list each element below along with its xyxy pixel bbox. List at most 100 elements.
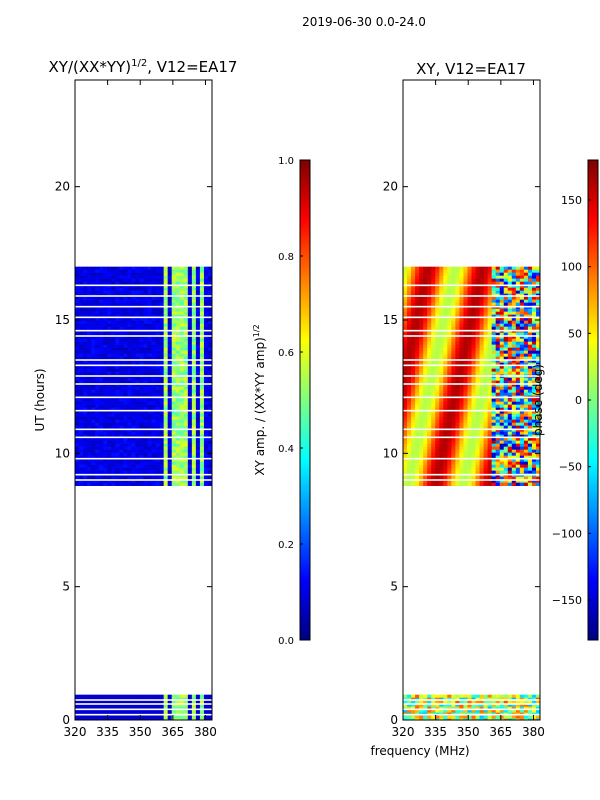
heatmap-cell (467, 350, 472, 354)
heatmap-cell (107, 482, 112, 486)
heatmap-cell (203, 371, 209, 375)
heatmap-cell (527, 359, 533, 363)
heatmap-cell (203, 479, 209, 483)
heatmap-cell (87, 434, 92, 438)
heatmap-cell (455, 709, 460, 713)
heatmap-cell (139, 455, 144, 459)
heatmap-cell (75, 446, 80, 450)
heatmap-cell (499, 377, 505, 381)
heatmap-cell (151, 284, 156, 288)
heatmap-cell (431, 266, 436, 270)
heatmap-cell (415, 401, 420, 405)
heatmap-cell (403, 356, 408, 360)
heatmap-cell (171, 284, 177, 288)
heatmap-cell (455, 272, 460, 276)
heatmap-cell (451, 371, 456, 375)
heatmap-cell (203, 461, 209, 465)
heatmap-cell (203, 362, 209, 366)
heatmap-cell (191, 368, 197, 372)
heatmap-cell (131, 284, 136, 288)
heatmap-cell (147, 476, 152, 480)
heatmap-cell (131, 461, 136, 465)
heatmap-cell (135, 449, 140, 453)
heatmap-cell (103, 482, 108, 486)
heatmap-cell (87, 368, 92, 372)
heatmap-cell (435, 269, 440, 273)
heatmap-cell (411, 296, 416, 300)
heatmap-cell (103, 419, 108, 423)
heatmap-cell (79, 317, 84, 321)
heatmap-cell (155, 296, 161, 300)
heatmap-cell (115, 458, 120, 462)
heatmap-cell (179, 365, 185, 369)
heatmap-cell (483, 404, 489, 408)
heatmap-cell (435, 335, 440, 339)
heatmap-cell (87, 299, 92, 303)
heatmap-cell (115, 392, 120, 396)
heatmap-cell (135, 314, 140, 318)
heatmap-cell (159, 703, 165, 707)
heatmap-cell (415, 718, 420, 720)
heatmap-cell (123, 446, 128, 450)
heatmap-cell (423, 350, 428, 354)
heatmap-cell (491, 413, 497, 417)
heatmap-cell (107, 371, 112, 375)
heatmap-cell (203, 317, 209, 321)
heatmap-cell (435, 278, 440, 282)
heatmap-cell (479, 302, 484, 306)
heatmap-cell (471, 341, 476, 345)
heatmap-cell (119, 311, 124, 315)
heatmap-cell (83, 431, 88, 435)
heatmap-cell (495, 419, 501, 423)
heatmap-cell (123, 476, 128, 480)
heatmap-cell (143, 416, 148, 420)
heatmap-cell (203, 302, 209, 306)
heatmap-cell (107, 422, 112, 426)
heatmap-cell (123, 419, 128, 423)
heatmap-cell (131, 362, 136, 366)
heatmap-cell (95, 383, 100, 387)
heatmap-cell (187, 410, 193, 414)
heatmap-cell (163, 332, 169, 336)
heatmap-cell (507, 377, 513, 381)
heatmap-cell (183, 407, 189, 411)
heatmap-cell (79, 404, 84, 408)
heatmap-cell (123, 284, 128, 288)
heatmap-cell (107, 452, 112, 456)
heatmap-cell (103, 284, 108, 288)
heatmap-cell (195, 302, 201, 306)
heatmap-cell (187, 338, 193, 342)
heatmap-cell (475, 317, 480, 321)
heatmap-cell (119, 296, 124, 300)
heatmap-cell (203, 284, 209, 288)
heatmap-cell (167, 302, 173, 306)
heatmap-cell (199, 377, 205, 381)
heatmap-cell (135, 344, 140, 348)
heatmap-cell (179, 314, 185, 318)
heatmap-cell (483, 314, 489, 318)
heatmap-cell (463, 353, 468, 357)
heatmap-cell (191, 299, 197, 303)
heatmap-cell (187, 365, 193, 369)
heatmap-cell (139, 287, 144, 291)
heatmap-cell (115, 703, 120, 707)
heatmap-cell (187, 476, 193, 480)
heatmap-cell (143, 302, 148, 306)
heatmap-cell (135, 290, 140, 294)
heatmap-cell (163, 350, 169, 354)
heatmap-cell (83, 371, 88, 375)
heatmap-cell (119, 272, 124, 276)
heatmap-cell (159, 353, 165, 357)
heatmap-cell (83, 413, 88, 417)
heatmap-cell (483, 332, 489, 336)
heatmap-cell (99, 392, 104, 396)
heatmap-cell (107, 278, 112, 282)
heatmap-cell (471, 353, 476, 357)
heatmap-cell (103, 266, 108, 270)
heatmap-cell (167, 317, 173, 321)
heatmap-cell (119, 335, 124, 339)
heatmap-cell (175, 434, 181, 438)
heatmap-cell (123, 458, 128, 462)
